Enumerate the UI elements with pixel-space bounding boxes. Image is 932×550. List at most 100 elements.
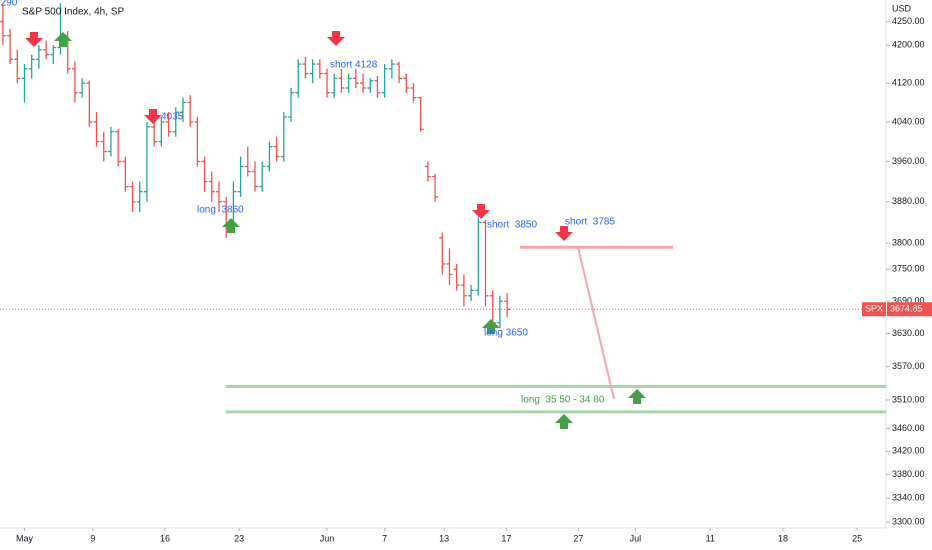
- ohlc-bar: [302, 56, 309, 79]
- ohlc-bar: [424, 161, 431, 182]
- x-tick-label: 25: [852, 533, 862, 543]
- ohlc-bar: [504, 293, 511, 318]
- price-symbol: SPX: [865, 304, 883, 314]
- ohlc-bar: [259, 161, 266, 192]
- y-tick-label: 4120.00: [892, 78, 925, 88]
- ohlc-bar: [122, 156, 129, 192]
- ohlc-bar: [136, 181, 143, 213]
- x-tick-label: 13: [439, 533, 449, 543]
- ohlc-bar: [468, 285, 475, 302]
- x-tick-label: Jul: [630, 533, 642, 543]
- trend-line: [577, 246, 615, 400]
- ohlc-bar: [201, 156, 208, 192]
- x-tick-label: 27: [573, 533, 583, 543]
- ohlc-bar: [215, 181, 222, 213]
- ohlc-bar: [453, 263, 460, 291]
- ohlc-bar: [475, 217, 482, 296]
- ohlc-bar: [273, 136, 280, 162]
- ohlc-bar: [324, 68, 331, 98]
- ohlc-bar: [388, 59, 395, 79]
- ohlc-bar: [345, 73, 352, 93]
- ohlc-bar: [165, 112, 172, 137]
- ohlc-bar: [14, 49, 21, 84]
- currency: USD: [892, 3, 912, 13]
- y-tick-label: 4200.00: [892, 40, 925, 50]
- price-tag: [887, 302, 932, 317]
- ohlc-bar: [352, 68, 359, 88]
- annotation: long 3860: [197, 205, 244, 216]
- ohlc-bar: [28, 54, 35, 79]
- annotation: 4035: [161, 112, 184, 123]
- annotation: short 3785: [565, 217, 615, 228]
- ohlc-bar: [21, 64, 28, 103]
- ohlc-bar: [244, 146, 251, 177]
- ohlc-bar: [251, 161, 258, 192]
- ohlc-bar: [237, 156, 244, 197]
- ohlc-bar: [208, 171, 215, 202]
- arrows: [25, 31, 646, 429]
- ohlc-bar: [115, 129, 122, 167]
- ohlc-bar: [403, 73, 410, 93]
- y-tick-label: 3420.00: [892, 446, 925, 456]
- ohlc-bar: [446, 248, 453, 286]
- annotation: short 4290: [0, 0, 18, 9]
- x-tick-label: 23: [234, 533, 244, 543]
- ohlc-bar: [179, 97, 186, 122]
- ohlc-bar: [172, 107, 179, 137]
- annotation: long 3650: [484, 328, 528, 339]
- x-tick-label: 9: [90, 533, 95, 543]
- ohlc-bar: [86, 80, 93, 127]
- price-tag: [862, 302, 886, 317]
- ohlc-bar: [35, 45, 42, 69]
- x-tick-label: May: [16, 533, 34, 543]
- ohlc-bar: [496, 295, 503, 329]
- plot: [0, 3, 886, 414]
- y-tick-label: 3630.00: [892, 328, 925, 338]
- ohlc-bar: [280, 112, 287, 162]
- ohlc-bar: [143, 121, 150, 202]
- ohlc-bar: [460, 274, 467, 307]
- ohlc-bar: [288, 87, 295, 122]
- ohlc-bar: [417, 96, 424, 132]
- y-tick-label: 3800.00: [892, 237, 925, 247]
- x-tick-label: 7: [382, 533, 387, 543]
- ohlc-bar: [295, 59, 302, 98]
- ohlc-bar: [107, 126, 114, 157]
- ohlc-bar: [43, 40, 50, 60]
- ohlc-bar: [439, 232, 446, 275]
- ohlc-bar: [7, 28, 14, 65]
- y-tick-label: 3380.00: [892, 469, 925, 479]
- y-tick-label: 3340.00: [892, 493, 925, 503]
- ohlc-bar: [0, 3, 6, 46]
- x-tick-label: Jun: [320, 533, 335, 543]
- y-tick-label: 3510.00: [892, 394, 925, 404]
- ohlc-bar: [129, 181, 136, 213]
- ohlc-bar: [93, 112, 100, 147]
- ohlc-bar: [396, 61, 403, 84]
- annotation: long 35 50 - 34 80: [521, 395, 605, 406]
- price-value: 3674.85: [890, 304, 923, 314]
- ohlc-bar: [79, 78, 86, 98]
- ohlc-bar: [338, 68, 345, 93]
- ohlc-bar: [71, 61, 78, 103]
- ohlc-bar: [374, 75, 381, 98]
- y-tick-label: 3300.00: [892, 516, 925, 526]
- annotation: short 3850: [487, 220, 537, 231]
- ohlc-bar: [367, 78, 374, 93]
- ohlc-bar: [316, 59, 323, 79]
- x-tick-label: 17: [501, 533, 511, 543]
- ohlc-bar: [432, 174, 439, 202]
- ohlc-bar: [194, 117, 201, 167]
- ohlc-bar: [331, 73, 338, 98]
- y-tick-label: 3880.00: [892, 196, 925, 206]
- ohlc-bar: [410, 83, 417, 103]
- chart-title: S&P 500 Index, 4h, SP: [22, 7, 124, 18]
- ohlc-bar: [360, 73, 367, 93]
- ohlc-bar: [482, 219, 489, 307]
- ohlc-bar: [187, 95, 194, 127]
- y-tick-label: 3960.00: [892, 156, 925, 166]
- x-tick-label: 16: [160, 533, 170, 543]
- x-tick-label: 18: [778, 533, 788, 543]
